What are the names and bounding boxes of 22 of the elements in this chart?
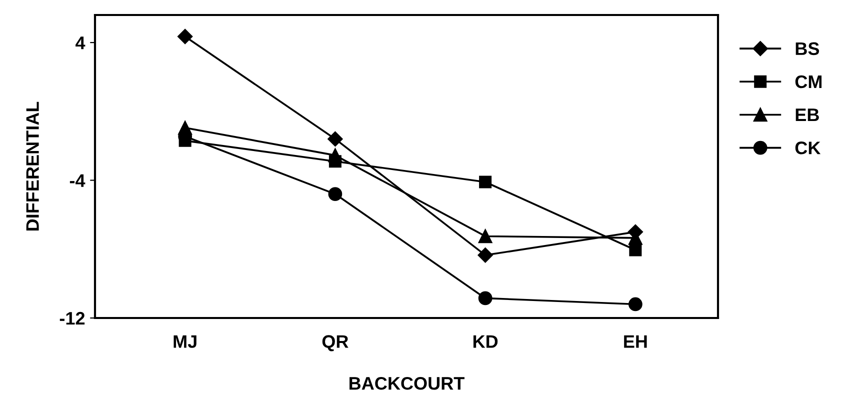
x-tick-label: MJ [174,335,196,348]
y-axis-title: DIFFERENTIAL [26,102,39,230]
y-tick-label: 4 [76,36,86,50]
point [479,176,492,188]
legend-label: EB [796,108,819,122]
y-tick-label: -12 [60,312,85,325]
point [478,248,493,263]
x-tick-label: KD [473,335,498,348]
x-tick-label: QR [322,335,348,352]
point [328,131,343,147]
legend-label: CK [795,142,821,154]
point [328,187,342,201]
y-tick-label: -4 [70,174,86,187]
point [628,297,642,312]
point [328,148,342,162]
legend-label: BS [796,42,820,56]
point [178,28,193,44]
legend-label: CM [795,75,822,88]
x-tick-label: EH [624,335,647,348]
x-axis-title: BACKCOURT [350,376,464,390]
point [478,291,492,306]
point [478,229,492,244]
